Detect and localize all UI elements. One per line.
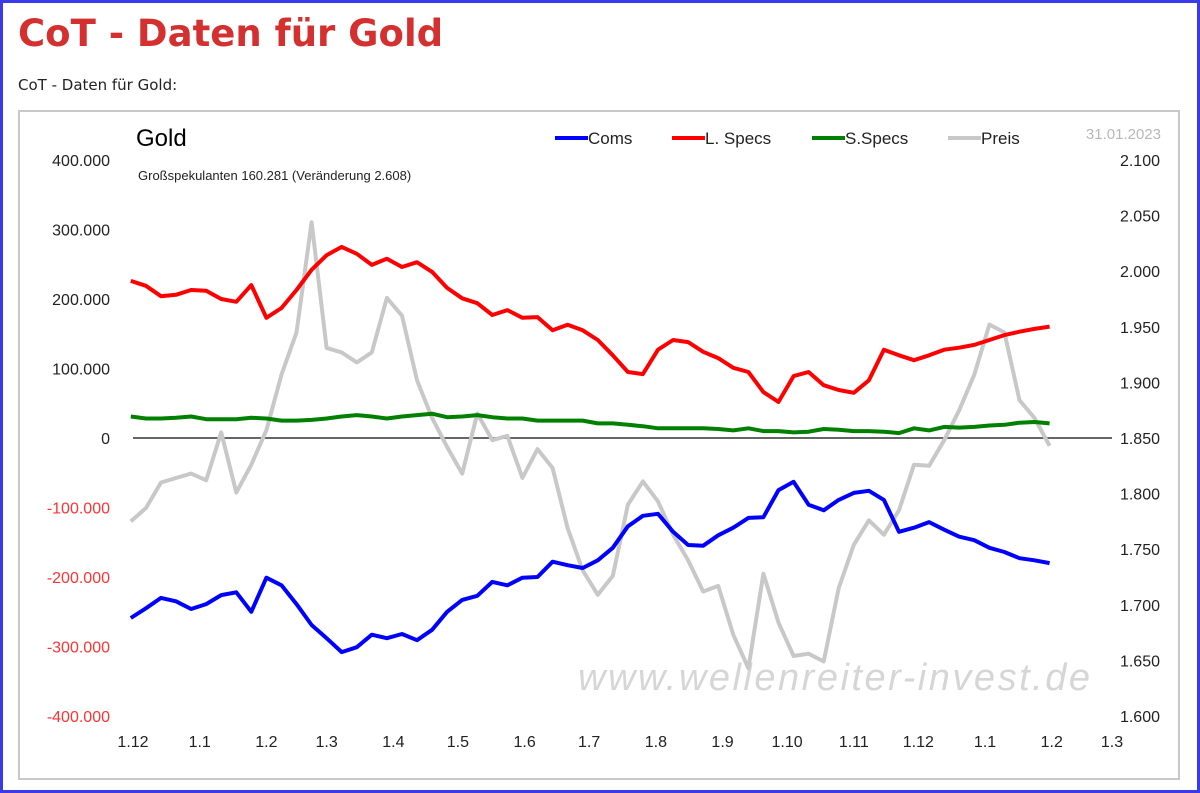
right-tick-label: 1.700 xyxy=(1120,598,1160,615)
chart-title: Gold xyxy=(136,125,187,152)
right-tick-label: 1.750 xyxy=(1120,542,1160,559)
left-tick-label: -300.000 xyxy=(47,640,110,657)
left-tick-label: -200.000 xyxy=(47,570,110,587)
left-tick-label: 200.000 xyxy=(52,292,110,309)
x-tick-label: 1.4 xyxy=(382,734,404,751)
series-line-l-specs xyxy=(130,244,1050,404)
x-tick-label: 1.6 xyxy=(513,734,535,751)
legend-label: Preis xyxy=(981,129,1020,148)
right-tick-label: 1.850 xyxy=(1120,431,1160,448)
watermark: www.wellenreiter-invest.de xyxy=(578,657,1090,699)
left-tick-label: 100.000 xyxy=(52,362,110,379)
x-tick-label: 1.3 xyxy=(1101,734,1123,751)
left-tick-label: -100.000 xyxy=(47,501,110,518)
right-tick-label: 1.650 xyxy=(1120,653,1160,670)
page-intro: CoT - Daten für Gold: xyxy=(18,76,178,94)
legend-label: Coms xyxy=(588,129,632,148)
right-tick-label: 1.900 xyxy=(1120,375,1160,392)
left-tick-label: 300.000 xyxy=(52,223,110,240)
x-tick-label: 1.2 xyxy=(1041,734,1063,751)
x-tick-label: 1.3 xyxy=(316,734,338,751)
x-tick-label: 1.12 xyxy=(903,734,934,751)
x-tick-label: 1.12 xyxy=(117,734,148,751)
right-tick-label: 2.000 xyxy=(1120,264,1160,281)
left-tick-label: 0 xyxy=(101,431,110,448)
right-tick-label: 1.800 xyxy=(1120,487,1160,504)
page-heading: CoT - Daten für Gold xyxy=(18,12,444,55)
x-tick-label: 1.8 xyxy=(645,734,667,751)
legend-item: Coms xyxy=(555,129,632,148)
axes: 400.000 300.000 200.000 100.000 0 -100.000 -20… xyxy=(47,153,1160,751)
x-tick-label: 1.5 xyxy=(447,734,469,751)
left-tick-label: 400.000 xyxy=(52,153,110,170)
x-tick-label: 1.10 xyxy=(772,734,803,751)
right-tick-label: 1.950 xyxy=(1120,320,1160,337)
right-tick-label: 1.600 xyxy=(1120,709,1160,726)
x-tick-label: 1.1 xyxy=(974,734,996,751)
x-tick-label: 1.7 xyxy=(578,734,600,751)
x-tick-label: 1.9 xyxy=(711,734,733,751)
series-lines xyxy=(129,220,1052,671)
right-tick-label: 2.100 xyxy=(1120,153,1160,170)
legend-label: S.Specs xyxy=(845,129,908,148)
legend: Coms L. Specs S.Specs Preis xyxy=(555,129,1020,148)
x-tick-label: 1.1 xyxy=(189,734,211,751)
right-tick-label: 2.050 xyxy=(1120,209,1160,226)
series-line-s-specs xyxy=(130,411,1050,436)
legend-item: S.Specs xyxy=(812,129,908,148)
x-tick-label: 1.2 xyxy=(255,734,277,751)
series-line-preis xyxy=(129,220,1052,671)
legend-item: Preis xyxy=(948,129,1020,148)
chart-container xyxy=(18,110,1180,780)
series-line-coms xyxy=(129,479,1050,655)
left-tick-label: -400.000 xyxy=(47,709,110,726)
x-tick-label: 1.11 xyxy=(839,734,869,751)
legend-label: L. Specs xyxy=(705,129,771,148)
chart-date: 31.01.2023 xyxy=(1086,126,1161,143)
chart-subtitle: Großspekulanten 160.281 (Veränderung 2.6… xyxy=(138,168,411,183)
legend-item: L. Specs xyxy=(672,129,771,148)
